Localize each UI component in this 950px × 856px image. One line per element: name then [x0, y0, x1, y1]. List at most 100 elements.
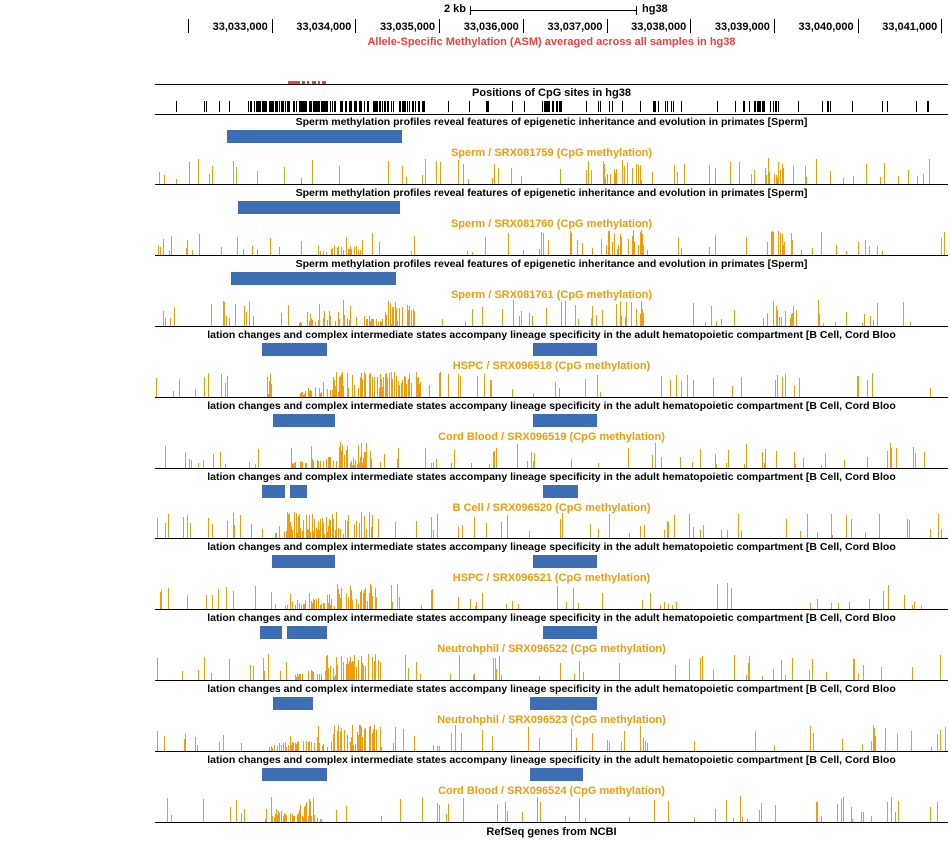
methylation-bar	[370, 459, 372, 468]
methylation-bar	[228, 658, 230, 680]
methylation-bar	[639, 164, 641, 184]
track-item[interactable]	[543, 485, 578, 498]
methylation-bar	[766, 313, 768, 326]
methylation-bar	[916, 176, 918, 184]
track-item[interactable]	[530, 697, 597, 710]
track-label[interactable]: HSPC / SRX096518 (CpG methylation)	[452, 360, 651, 372]
methylation-bar	[431, 517, 432, 538]
track-item[interactable]	[231, 272, 396, 285]
track-item[interactable]	[533, 343, 597, 356]
methylation-bar	[290, 465, 292, 468]
track-title[interactable]: lation changes and complex intermediate …	[207, 329, 896, 341]
cpg-site-tick	[544, 101, 546, 112]
methylation-bar	[356, 599, 357, 609]
track-item[interactable]	[262, 768, 327, 781]
methylation-bar	[291, 530, 293, 538]
methylation-bar	[632, 235, 633, 255]
track-label[interactable]: Cord Blood / SRX096524 (CpG methylation)	[438, 785, 665, 797]
cpg-site-tick	[887, 101, 889, 112]
cpg-site-tick	[309, 101, 311, 112]
methylation-bar	[363, 458, 365, 468]
methylation-bar	[267, 654, 269, 680]
track-label[interactable]: B Cell / SRX096520 (CpG methylation)	[452, 502, 651, 514]
track-item[interactable]	[262, 485, 285, 498]
track-title[interactable]: Sperm methylation profiles reveal featur…	[295, 187, 808, 199]
methylation-bar	[584, 378, 586, 397]
methylation-bar	[163, 174, 165, 184]
track-item[interactable]	[543, 626, 597, 639]
track-label[interactable]: Neutrohphil / SRX096522 (CpG methylation…	[437, 643, 666, 655]
methylation-bar	[631, 168, 633, 184]
track-title[interactable]: lation changes and complex intermediate …	[207, 400, 896, 412]
track-item[interactable]	[238, 201, 400, 214]
methylation-bar	[353, 461, 355, 468]
ruler-tick	[439, 19, 441, 33]
methylation-bar	[313, 798, 315, 822]
methylation-bar	[560, 518, 562, 538]
methylation-bar	[831, 603, 833, 609]
track-title[interactable]: lation changes and complex intermediate …	[207, 541, 896, 553]
methylation-bar	[236, 166, 238, 184]
methylation-bar	[314, 815, 316, 822]
track-label[interactable]: Sperm / SRX081759 (CpG methylation)	[450, 147, 653, 159]
methylation-bar	[794, 452, 796, 468]
methylation-bar	[325, 670, 327, 680]
methylation-bar	[445, 814, 447, 822]
ruler-label: 33,037,000	[547, 21, 603, 33]
methylation-bar	[674, 165, 675, 184]
methylation-bar	[945, 727, 947, 751]
methylation-bar	[867, 457, 869, 468]
track-item[interactable]	[533, 414, 597, 427]
methylation-bar	[872, 373, 873, 397]
track-label[interactable]: Sperm / SRX081761 (CpG methylation)	[450, 289, 653, 301]
track-label[interactable]: HSPC / SRX096521 (CpG methylation)	[452, 572, 651, 584]
track-label[interactable]: Sperm / SRX081760 (CpG methylation)	[450, 218, 653, 230]
methylation-bar	[359, 384, 361, 397]
track-title[interactable]: Sperm methylation profiles reveal featur…	[295, 258, 808, 270]
track-item[interactable]	[287, 626, 327, 639]
methylation-bar	[366, 529, 368, 538]
methylation-bar	[877, 302, 879, 326]
methylation-bar	[395, 376, 397, 397]
track-item[interactable]	[272, 555, 335, 568]
cpg-track-title[interactable]: Positions of CpG sites in hg38	[472, 87, 631, 99]
methylation-bar	[376, 735, 378, 751]
track-item[interactable]	[227, 130, 402, 143]
track-item[interactable]	[290, 485, 307, 498]
track-title[interactable]: lation changes and complex intermediate …	[207, 683, 896, 695]
track-label[interactable]: Neutrohphil / SRX096523 (CpG methylation…	[437, 714, 666, 726]
methylation-bar	[311, 318, 313, 326]
methylation-bar	[379, 382, 381, 397]
track-item[interactable]	[262, 343, 327, 356]
asm-track-title[interactable]: Allele-Specific Methylation (ASM) averag…	[367, 36, 736, 48]
track-item[interactable]	[273, 697, 313, 710]
methylation-bar	[296, 674, 298, 680]
methylation-bar	[318, 303, 320, 326]
methylation-bar	[285, 746, 287, 751]
methylation-bar	[358, 603, 360, 609]
methylation-bar	[350, 306, 352, 326]
methylation-bar	[888, 584, 890, 609]
methylation-bar	[851, 807, 853, 822]
track-item[interactable]	[260, 626, 282, 639]
methylation-bar	[160, 590, 162, 609]
track-label[interactable]: Cord Blood / SRX096519 (CpG methylation)	[438, 431, 665, 443]
methylation-bar	[326, 523, 328, 538]
track-item[interactable]	[533, 555, 597, 568]
track-title[interactable]: lation changes and complex intermediate …	[207, 471, 896, 483]
track-item[interactable]	[273, 414, 335, 427]
methylation-bar	[343, 736, 345, 751]
methylation-bar	[290, 526, 292, 538]
refseq-track-title[interactable]: RefSeq genes from NCBI	[486, 826, 617, 838]
methylation-bar	[355, 459, 357, 468]
track-title[interactable]: Sperm methylation profiles reveal featur…	[295, 116, 808, 128]
track-item[interactable]	[530, 768, 583, 781]
track-title[interactable]: lation changes and complex intermediate …	[207, 754, 896, 766]
methylation-bar	[806, 177, 808, 184]
methylation-bar	[674, 666, 676, 680]
cpg-site-tick	[299, 101, 301, 112]
track-title[interactable]: lation changes and complex intermediate …	[207, 612, 896, 624]
methylation-bar	[265, 819, 267, 822]
cpg-site-tick	[305, 101, 307, 112]
methylation-bar	[332, 733, 334, 751]
